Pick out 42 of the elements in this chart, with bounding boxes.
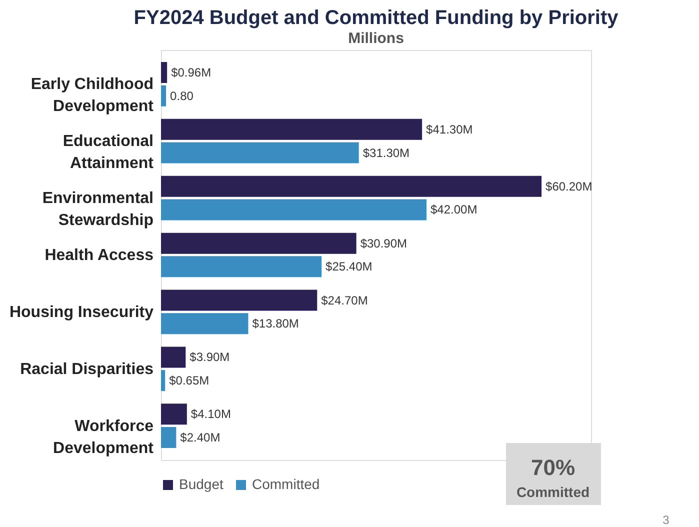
bar <box>161 313 248 334</box>
data-label: $13.80M <box>252 316 299 331</box>
data-label: $31.30M <box>362 146 410 160</box>
bar <box>161 404 187 425</box>
chart-subtitle: Millions <box>348 30 404 47</box>
chart-title: FY2024 Budget and Committed Funding by Priority <box>134 7 620 29</box>
y-tick-label: Educational Attainment <box>62 133 154 172</box>
bar <box>161 232 356 254</box>
text: 3 <box>662 513 670 527</box>
bar <box>161 370 166 392</box>
y-tick-label: Racial Disparities <box>20 360 154 378</box>
data-label: $42.00M <box>430 202 478 217</box>
bar <box>161 62 168 83</box>
data-label: $24.70M <box>321 293 368 308</box>
bar <box>161 85 166 106</box>
bar <box>161 290 318 311</box>
data-label: $25.40M <box>326 260 372 274</box>
y-tick-label: Environmental Stewardship <box>42 190 154 230</box>
data-label: $41.30M <box>426 122 473 136</box>
y-tick-label: Health Access <box>44 247 154 264</box>
data-label: $4.10M <box>190 407 231 422</box>
data-label: $30.90M <box>360 236 408 250</box>
legend-label: Committed <box>252 476 320 492</box>
bar <box>161 346 186 368</box>
data-label: $3.90M <box>190 350 230 364</box>
legend-label: Budget <box>179 476 224 492</box>
bar <box>161 427 176 448</box>
bar <box>161 118 422 140</box>
data-label: $60.20M <box>546 179 592 194</box>
data-label: $2.40M <box>180 430 220 445</box>
bar <box>161 142 359 164</box>
bar <box>161 256 322 278</box>
text: Committed <box>516 484 590 500</box>
bar <box>161 176 542 197</box>
data-label: $0.65M <box>169 374 210 388</box>
y-tick-label: Housing Insecurity <box>9 304 154 321</box>
annotation: 70% <box>530 455 576 480</box>
y-tick-label: Early Childhood Development <box>30 76 154 116</box>
bar <box>161 199 426 220</box>
data-label: $0.96M <box>171 65 212 80</box>
data-label: 0.80 <box>170 88 194 103</box>
y-tick-label: Workforce Development <box>53 418 154 457</box>
